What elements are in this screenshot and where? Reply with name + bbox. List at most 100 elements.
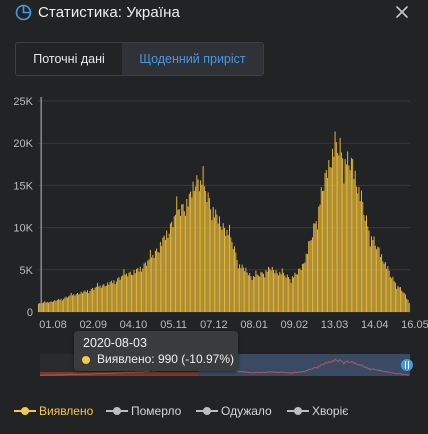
legend-marker-deaths — [106, 407, 128, 415]
bar — [347, 151, 349, 312]
y-tick-label: 15K — [13, 180, 33, 192]
bar — [134, 273, 136, 312]
bar — [358, 186, 360, 312]
legend-label-active: Хворіє — [312, 404, 349, 418]
bar — [188, 193, 190, 312]
tab-daily-increase[interactable]: Щоденний приріст — [122, 43, 263, 75]
x-tick-label: 14.04 — [361, 319, 389, 331]
bar — [366, 215, 367, 312]
bar — [103, 284, 105, 312]
bar — [288, 277, 290, 312]
bar — [285, 277, 287, 312]
bar — [239, 264, 241, 312]
bar — [362, 201, 364, 312]
bar — [180, 215, 181, 312]
bar — [397, 285, 399, 312]
bar — [278, 275, 280, 312]
navigator-selected-range — [199, 354, 410, 376]
tab-current-data[interactable]: Поточні дані — [33, 52, 105, 66]
bar — [276, 273, 278, 312]
bar — [118, 277, 120, 312]
bar — [64, 297, 66, 312]
bar — [154, 250, 156, 312]
bar — [185, 215, 187, 312]
bar — [44, 301, 46, 312]
bar — [384, 262, 386, 312]
bar — [207, 192, 209, 312]
bar — [144, 262, 146, 312]
bar — [374, 245, 376, 312]
bar — [173, 216, 175, 312]
bar — [246, 272, 248, 312]
bar — [377, 246, 379, 312]
bar — [217, 223, 219, 312]
bar — [232, 249, 234, 312]
bar — [107, 282, 109, 312]
bar — [139, 266, 141, 312]
bar — [167, 237, 169, 312]
bar — [119, 279, 121, 312]
bar — [74, 295, 76, 312]
bar — [301, 263, 303, 312]
bar — [63, 298, 65, 312]
bar — [112, 283, 114, 312]
bar — [156, 248, 158, 312]
bar — [55, 300, 57, 312]
bar — [396, 288, 398, 312]
bar — [162, 237, 164, 312]
bar — [205, 191, 207, 312]
legend-label-deaths: Померло — [131, 404, 182, 418]
bar — [208, 198, 210, 312]
bar — [197, 179, 199, 312]
bar — [128, 272, 130, 312]
bar — [102, 285, 104, 312]
bar — [81, 293, 83, 312]
bar — [300, 270, 302, 312]
bar — [333, 156, 335, 312]
x-tick-label: 16.05 — [401, 319, 428, 331]
bar — [308, 241, 310, 312]
bar — [190, 191, 192, 312]
bar — [222, 223, 224, 312]
close-icon[interactable] — [393, 3, 411, 21]
tooltip-value: Виявлено: 990 (-10.97%) — [97, 352, 234, 366]
bar — [224, 228, 225, 312]
bar — [143, 263, 145, 312]
bar — [92, 287, 94, 312]
bar-series — [38, 131, 410, 312]
bar — [80, 291, 82, 312]
bar — [387, 266, 389, 312]
bar — [49, 302, 51, 312]
bar — [295, 274, 297, 312]
bar — [212, 207, 214, 312]
bar — [235, 252, 237, 312]
bar — [317, 229, 318, 312]
bar — [153, 258, 155, 312]
bar — [319, 204, 321, 312]
bar — [369, 246, 371, 312]
bar — [332, 148, 334, 312]
navigator-handle-right[interactable] — [401, 359, 413, 371]
bar — [195, 186, 197, 312]
y-tick-label: 0 — [27, 307, 33, 319]
bar — [202, 166, 204, 312]
bar — [168, 233, 170, 312]
bar — [320, 187, 322, 312]
bar — [68, 296, 70, 312]
bar — [221, 229, 223, 312]
bar — [166, 230, 168, 312]
bar — [120, 276, 122, 312]
bar — [313, 223, 315, 312]
bar — [249, 273, 251, 312]
bar — [280, 274, 282, 312]
bar — [226, 229, 228, 312]
bar — [281, 268, 283, 312]
bar — [70, 292, 72, 312]
bar — [94, 287, 96, 312]
bar — [192, 181, 194, 312]
legend-marker-detected — [14, 407, 36, 415]
bar — [146, 265, 148, 312]
bar — [186, 198, 188, 312]
bar — [231, 242, 233, 312]
bar — [104, 286, 106, 312]
